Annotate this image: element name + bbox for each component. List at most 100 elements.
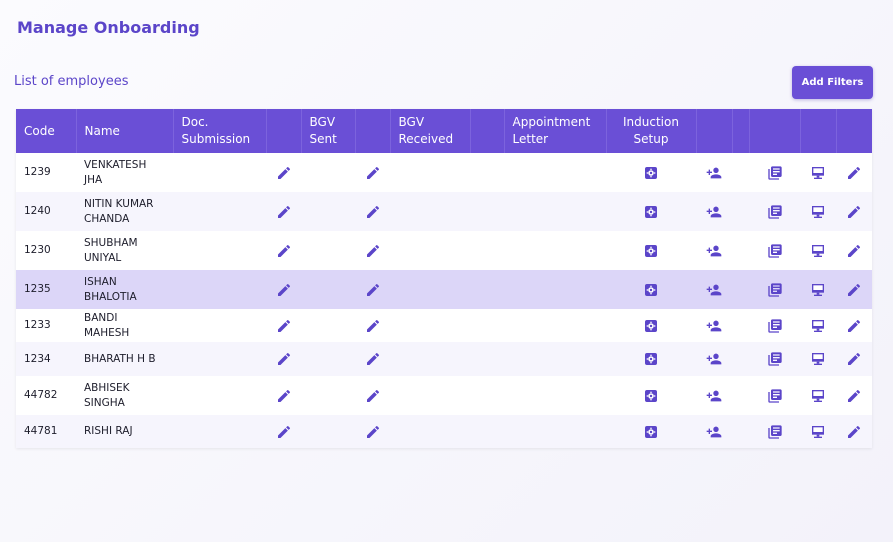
display-icon[interactable] <box>810 424 826 440</box>
table-row[interactable]: 1233 BANDI MAHESH <box>16 309 872 342</box>
add-filters-button[interactable]: Add Filters <box>792 66 873 99</box>
settings-icon[interactable] <box>643 351 659 367</box>
documents-icon[interactable] <box>767 351 783 367</box>
column-header-appointment-letter: Appointment Letter <box>504 109 607 153</box>
column-header-blank <box>355 109 391 153</box>
edit-icon[interactable] <box>846 165 862 181</box>
table-row[interactable]: 1239 VENKATESH JHA <box>16 153 872 192</box>
edit-icon[interactable] <box>276 318 292 334</box>
edit-icon[interactable] <box>365 165 381 181</box>
display-icon[interactable] <box>810 388 826 404</box>
edit-icon[interactable] <box>276 204 292 220</box>
settings-icon[interactable] <box>643 424 659 440</box>
documents-icon[interactable] <box>767 204 783 220</box>
section-title: List of employees <box>14 74 129 89</box>
table-row[interactable]: 1235 ISHAN BHALOTIA <box>16 270 872 309</box>
column-header-doc-submission: Doc. Submission <box>173 109 267 153</box>
add-person-icon[interactable] <box>706 318 722 334</box>
employee-code: 1240 <box>24 205 51 217</box>
edit-icon[interactable] <box>846 282 862 298</box>
settings-icon[interactable] <box>643 388 659 404</box>
add-person-icon[interactable] <box>706 204 722 220</box>
employee-name: VENKATESH JHA <box>84 158 147 186</box>
table-row[interactable]: 44781 RISHI RAJ <box>16 415 872 448</box>
edit-icon[interactable] <box>365 318 381 334</box>
employee-code: 1230 <box>24 244 51 256</box>
settings-icon[interactable] <box>643 318 659 334</box>
column-header-name: Name <box>76 109 174 153</box>
column-header-blank <box>696 109 733 153</box>
display-icon[interactable] <box>810 204 826 220</box>
edit-icon[interactable] <box>276 165 292 181</box>
display-icon[interactable] <box>810 351 826 367</box>
settings-icon[interactable] <box>643 243 659 259</box>
column-header-code: Code <box>16 109 77 153</box>
edit-icon[interactable] <box>846 318 862 334</box>
employee-code: 1235 <box>24 283 51 295</box>
employee-code: 44781 <box>24 425 58 437</box>
column-header-blank <box>732 109 750 153</box>
employee-name: BHARATH H B <box>84 352 156 365</box>
employee-code: 1233 <box>24 319 51 331</box>
table-row[interactable]: 1234 BHARATH H B <box>16 342 872 376</box>
display-icon[interactable] <box>810 282 826 298</box>
edit-icon[interactable] <box>365 351 381 367</box>
edit-icon[interactable] <box>365 424 381 440</box>
edit-icon[interactable] <box>846 204 862 220</box>
page-title: Manage Onboarding <box>17 18 200 37</box>
table-row[interactable]: 1240 NITIN KUMAR CHANDA <box>16 192 872 231</box>
display-icon[interactable] <box>810 165 826 181</box>
documents-icon[interactable] <box>767 282 783 298</box>
edit-icon[interactable] <box>276 388 292 404</box>
documents-icon[interactable] <box>767 388 783 404</box>
display-icon[interactable] <box>810 318 826 334</box>
settings-icon[interactable] <box>643 204 659 220</box>
employee-name: RISHI RAJ <box>84 425 133 437</box>
edit-icon[interactable] <box>365 243 381 259</box>
add-person-icon[interactable] <box>706 282 722 298</box>
edit-icon[interactable] <box>846 388 862 404</box>
column-header-blank <box>800 109 837 153</box>
employees-table: Code Name Doc. Submission BGV Sent BGV R… <box>16 109 872 448</box>
column-header-blank <box>470 109 505 153</box>
column-header-blank <box>266 109 302 153</box>
employee-name: SHUBHAM UNIYAL <box>84 236 138 264</box>
edit-icon[interactable] <box>276 243 292 259</box>
column-header-bgv-sent: BGV Sent <box>301 109 356 153</box>
add-person-icon[interactable] <box>706 165 722 181</box>
add-person-icon[interactable] <box>706 243 722 259</box>
add-person-icon[interactable] <box>706 351 722 367</box>
column-header-bgv-received: BGV Received <box>390 109 471 153</box>
edit-icon[interactable] <box>365 282 381 298</box>
add-person-icon[interactable] <box>706 388 722 404</box>
employee-code: 1239 <box>24 166 51 178</box>
column-header-blank <box>749 109 801 153</box>
display-icon[interactable] <box>810 243 826 259</box>
documents-icon[interactable] <box>767 165 783 181</box>
edit-icon[interactable] <box>276 351 292 367</box>
employee-name: BANDI MAHESH <box>84 311 130 339</box>
employee-name: ISHAN BHALOTIA <box>84 275 137 303</box>
documents-icon[interactable] <box>767 424 783 440</box>
edit-icon[interactable] <box>846 243 862 259</box>
column-header-blank <box>836 109 872 153</box>
employee-code: 44782 <box>24 389 58 401</box>
documents-icon[interactable] <box>767 318 783 334</box>
column-header-induction-setup: Induction Setup <box>606 109 697 153</box>
edit-icon[interactable] <box>846 351 862 367</box>
table-header: Code Name Doc. Submission BGV Sent BGV R… <box>16 109 872 153</box>
edit-icon[interactable] <box>276 424 292 440</box>
edit-icon[interactable] <box>365 204 381 220</box>
settings-icon[interactable] <box>643 165 659 181</box>
employee-code: 1234 <box>24 352 51 365</box>
table-row[interactable]: 1230 SHUBHAM UNIYAL <box>16 231 872 270</box>
employee-name: NITIN KUMAR CHANDA <box>84 197 154 225</box>
add-person-icon[interactable] <box>706 424 722 440</box>
settings-icon[interactable] <box>643 282 659 298</box>
documents-icon[interactable] <box>767 243 783 259</box>
employee-name: ABHISEK SINGHA <box>84 381 130 409</box>
table-row[interactable]: 44782 ABHISEK SINGHA <box>16 376 872 415</box>
edit-icon[interactable] <box>365 388 381 404</box>
edit-icon[interactable] <box>276 282 292 298</box>
edit-icon[interactable] <box>846 424 862 440</box>
